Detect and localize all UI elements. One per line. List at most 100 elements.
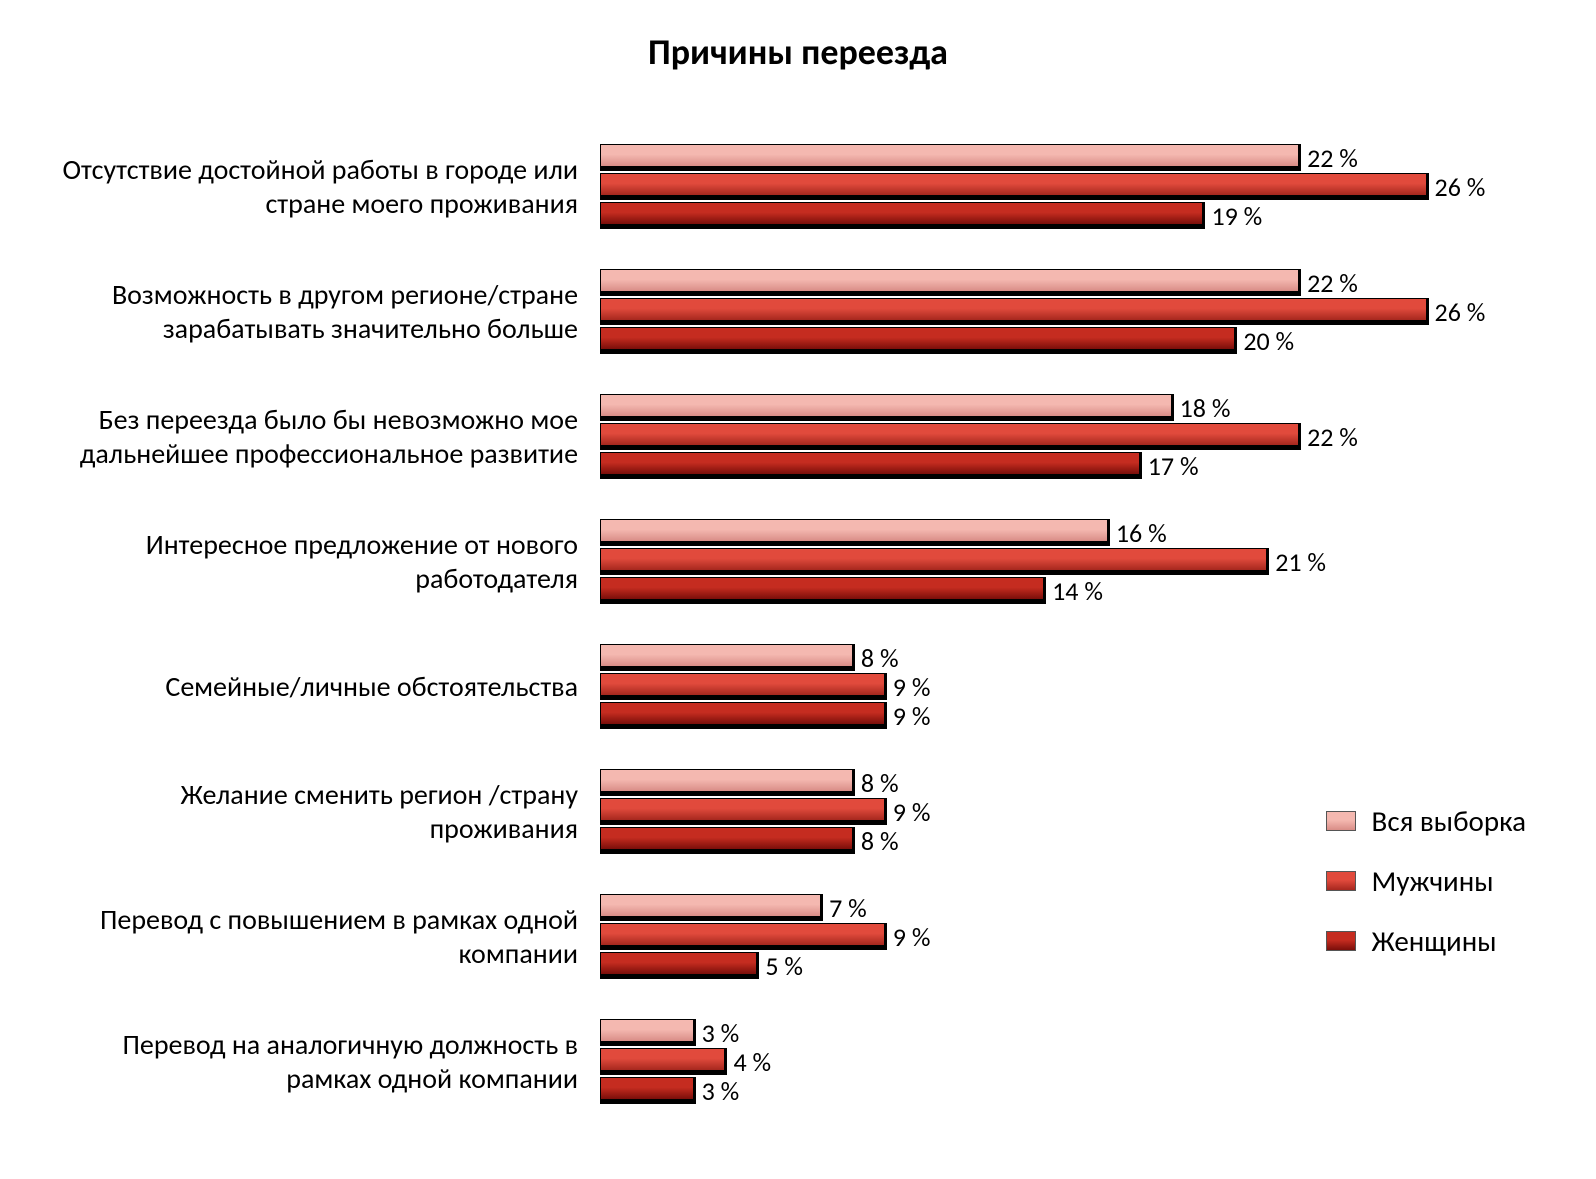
bar-wrap: 26 %: [600, 173, 1556, 200]
bar-value-label: 22 %: [1307, 267, 1358, 299]
bar-women: [600, 327, 1237, 354]
bar-value-label: 16 %: [1116, 517, 1167, 549]
bar-value-label: 9 %: [893, 796, 931, 828]
legend-label: Вся выборка: [1372, 803, 1526, 839]
bar-men: [600, 423, 1301, 450]
bar-wrap: 22 %: [600, 269, 1556, 296]
category-row: 18 % 22 % 17 %: [600, 374, 1556, 499]
bar-value-label: 3 %: [702, 1075, 740, 1107]
legend-item-all: Вся выборка: [1326, 803, 1526, 839]
bar-men: [600, 298, 1429, 325]
bar-women: [600, 577, 1046, 604]
bar-group: 3 %4 %3 %: [600, 1019, 1556, 1104]
bar-value-label: 19 %: [1211, 200, 1262, 232]
bar-all: [600, 269, 1301, 296]
bar-men: [600, 173, 1429, 200]
bar-value-label: 5 %: [765, 950, 803, 982]
legend-label: Мужчины: [1372, 863, 1494, 899]
category-label: Перевод с повышением в рамках одной комп…: [40, 874, 600, 999]
category-label: Семейные/личные обстоятельства: [40, 624, 600, 749]
bar-value-label: 8 %: [861, 825, 899, 857]
category-row: 22 % 26 % 19 %: [600, 124, 1556, 249]
bar-value-label: 14 %: [1052, 575, 1103, 607]
category-label: Перевод на аналогичную должность в рамка…: [40, 999, 600, 1124]
bar-wrap: 18 %: [600, 394, 1556, 421]
bar-all: [600, 394, 1174, 421]
bar-all: [600, 769, 855, 796]
legend-item-men: Мужчины: [1326, 863, 1526, 899]
bar-women: [600, 1077, 696, 1104]
category-label: Возможность в другом регионе/стране зара…: [40, 249, 600, 374]
category-row: 8 %9 %9 %: [600, 624, 1556, 749]
chart-title: Причины переезда: [40, 30, 1556, 74]
category-label: Отсутствие достойной работы в городе или…: [40, 124, 600, 249]
bar-value-label: 4 %: [733, 1046, 771, 1078]
bar-wrap: 3 %: [600, 1077, 1556, 1104]
bar-women: [600, 827, 855, 854]
y-axis-labels: Отсутствие достойной работы в городе или…: [40, 124, 600, 1124]
bar-women: [600, 952, 759, 979]
bar-wrap: 14 %: [600, 577, 1556, 604]
bar-men: [600, 673, 887, 700]
category-label: Желание сменить регион /страну проживани…: [40, 749, 600, 874]
bar-value-label: 8 %: [861, 642, 899, 674]
bar-wrap: 22 %: [600, 423, 1556, 450]
bar-group: 8 %9 %9 %: [600, 644, 1556, 729]
bar-group: 22 % 26 % 20 %: [600, 269, 1556, 354]
category-row: 3 %4 %3 %: [600, 999, 1556, 1124]
bar-value-label: 22 %: [1307, 421, 1358, 453]
bar-wrap: 16 %: [600, 519, 1556, 546]
bar-value-label: 7 %: [829, 892, 867, 924]
bar-value-label: 3 %: [702, 1017, 740, 1049]
bar-value-label: 18 %: [1180, 392, 1231, 424]
category-row: 22 % 26 % 20 %: [600, 249, 1556, 374]
category-label: Интересное предложение от нового работод…: [40, 499, 600, 624]
legend-swatch: [1326, 811, 1356, 831]
bar-value-label: 8 %: [861, 767, 899, 799]
bar-women: [600, 702, 887, 729]
legend-label: Женщины: [1372, 923, 1497, 959]
category-label: Без переезда было бы невозможно мое даль…: [40, 374, 600, 499]
legend: Вся выборка Мужчины Женщины: [1326, 803, 1526, 959]
bar-value-label: 20 %: [1243, 325, 1294, 357]
bar-wrap: 26 %: [600, 298, 1556, 325]
bar-all: [600, 894, 823, 921]
legend-swatch: [1326, 931, 1356, 951]
chart-container: Причины переезда Отсутствие достойной ра…: [0, 0, 1596, 1179]
bar-all: [600, 644, 855, 671]
bar-group: 22 % 26 % 19 %: [600, 144, 1556, 229]
bar-value-label: 9 %: [893, 700, 931, 732]
bar-value-label: 9 %: [893, 671, 931, 703]
bar-all: [600, 1019, 696, 1046]
bar-value-label: 9 %: [893, 921, 931, 953]
bar-wrap: 9 %: [600, 673, 1556, 700]
bar-value-label: 26 %: [1435, 171, 1486, 203]
bar-wrap: 8 %: [600, 644, 1556, 671]
bar-wrap: 4 %: [600, 1048, 1556, 1075]
legend-swatch: [1326, 871, 1356, 891]
bar-all: [600, 144, 1301, 171]
bar-women: [600, 452, 1142, 479]
bar-wrap: 21 %: [600, 548, 1556, 575]
bar-wrap: 19 %: [600, 202, 1556, 229]
legend-item-women: Женщины: [1326, 923, 1526, 959]
bar-value-label: 21 %: [1275, 546, 1326, 578]
bar-wrap: 17 %: [600, 452, 1556, 479]
bar-men: [600, 923, 887, 950]
bar-wrap: 22 %: [600, 144, 1556, 171]
bar-wrap: 8 %: [600, 769, 1556, 796]
plot-area: Отсутствие достойной работы в городе или…: [40, 124, 1556, 1124]
bar-all: [600, 519, 1110, 546]
category-row: 16 % 21 % 14 %: [600, 499, 1556, 624]
bar-wrap: 3 %: [600, 1019, 1556, 1046]
bar-men: [600, 1048, 727, 1075]
bar-group: 18 % 22 % 17 %: [600, 394, 1556, 479]
bar-women: [600, 202, 1205, 229]
bar-value-label: 17 %: [1148, 450, 1199, 482]
bars-area: 22 % 26 % 19 % 22 % 26 % 20 % 18 % 22 % 17 % 16 %…: [600, 124, 1556, 1124]
bar-wrap: 9 %: [600, 702, 1556, 729]
bar-men: [600, 798, 887, 825]
bar-value-label: 22 %: [1307, 142, 1358, 174]
bar-value-label: 26 %: [1435, 296, 1486, 328]
bar-men: [600, 548, 1269, 575]
